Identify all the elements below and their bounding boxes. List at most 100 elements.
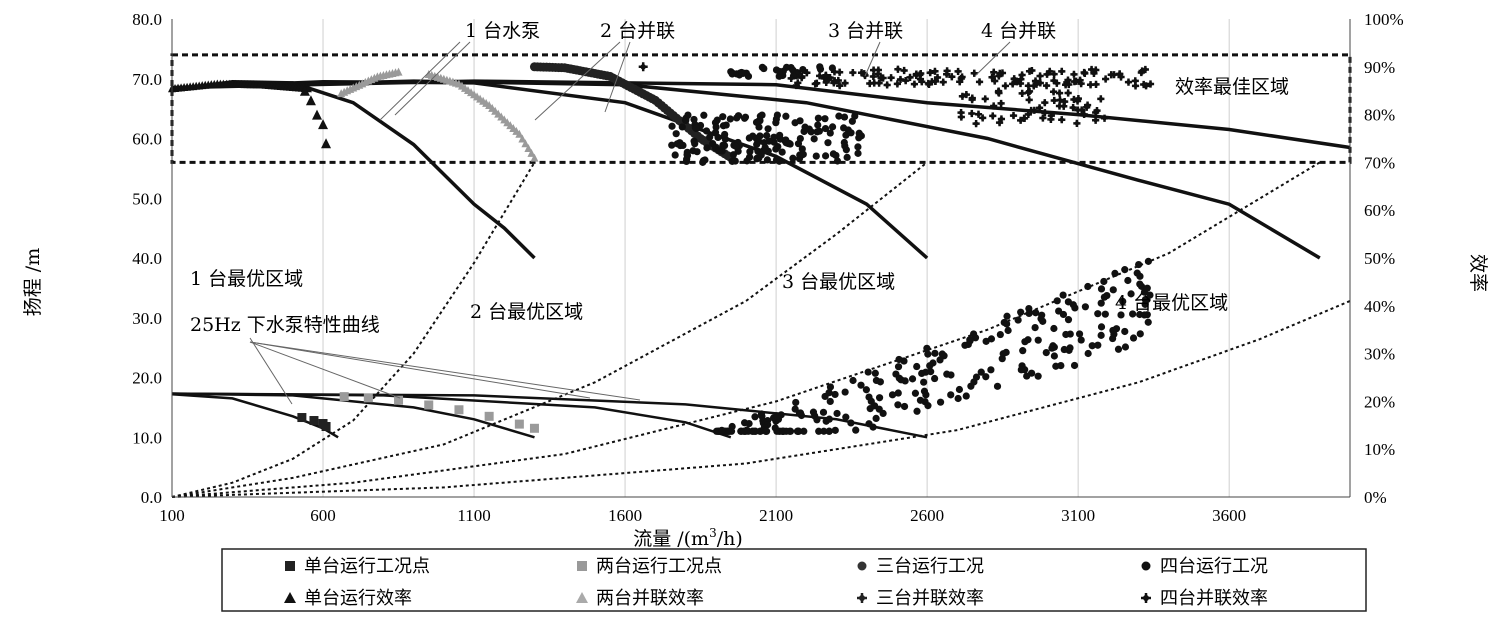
y-right-tick-label: 30% xyxy=(1364,345,1395,364)
cloud-point xyxy=(1002,348,1010,356)
cloud-point xyxy=(1077,336,1085,344)
y-right-tick-label: 40% xyxy=(1364,297,1395,316)
cloud-point xyxy=(1050,324,1058,333)
cloud-point xyxy=(998,101,1004,106)
cloud-point xyxy=(1129,310,1137,318)
cloud-point xyxy=(1065,90,1071,96)
cloud-point xyxy=(894,363,903,371)
cloud-point xyxy=(989,75,995,80)
cloud-point xyxy=(772,145,780,153)
optimal-zone-curve xyxy=(171,161,1321,498)
cloud-point xyxy=(726,115,734,123)
y-right-tick-label: 80% xyxy=(1364,106,1395,125)
cloud-point xyxy=(1064,316,1073,324)
cloud-point xyxy=(837,83,842,88)
cloud-point xyxy=(819,408,828,416)
cloud-point xyxy=(668,122,676,130)
cloud-point xyxy=(964,92,969,97)
cloud-point xyxy=(749,427,757,435)
efficiency-point xyxy=(515,129,524,138)
best-efficiency-rect xyxy=(170,53,1352,164)
cloud-point xyxy=(982,337,990,345)
single-op-point xyxy=(309,416,319,426)
legend-label: 三台并联效率 xyxy=(876,588,984,609)
cloud-point xyxy=(996,330,1004,339)
cloud-point xyxy=(1051,89,1056,94)
cloud-point xyxy=(821,152,830,160)
legend-label: 单台运行工况点 xyxy=(304,556,430,577)
cloud-point xyxy=(715,147,723,155)
cloud-point xyxy=(876,378,884,386)
curves xyxy=(171,79,1351,498)
cloud-point xyxy=(884,82,890,88)
cloud-point xyxy=(982,373,990,381)
cloud-point xyxy=(912,82,917,87)
cloud-point xyxy=(833,409,841,418)
operating-points xyxy=(168,62,1155,435)
cloud-point xyxy=(955,69,961,74)
cloud-point xyxy=(1136,280,1144,288)
triple-eff-point xyxy=(640,64,646,70)
cloud-point xyxy=(1114,345,1123,353)
cloud-point xyxy=(1129,334,1138,342)
y-left-tick-label: 70.0 xyxy=(132,70,162,89)
cloud-point xyxy=(1054,81,1059,86)
cloud-point xyxy=(859,70,864,75)
cloud-point xyxy=(1070,105,1076,110)
cloud-point xyxy=(931,374,939,383)
cloud-point xyxy=(1052,98,1057,103)
cloud-point xyxy=(1098,96,1103,102)
cloud-point xyxy=(854,149,862,157)
cloud-point xyxy=(1019,347,1027,355)
cloud-point xyxy=(1101,310,1109,318)
cloud-point xyxy=(847,129,855,137)
cloud-point xyxy=(907,75,913,80)
legend-label: 两台并联效率 xyxy=(596,588,704,609)
cloud-point xyxy=(842,80,848,86)
cloud-point xyxy=(1047,69,1052,74)
cloud-point xyxy=(702,127,711,135)
cloud-point xyxy=(1127,290,1135,298)
cloud-point xyxy=(977,368,985,376)
annotation-pump3: 3 台并联 xyxy=(828,20,903,42)
cloud-point xyxy=(763,131,771,140)
cloud-point xyxy=(831,426,839,434)
cloud-point xyxy=(1117,71,1122,77)
cloud-point xyxy=(1088,82,1093,87)
efficiency-point xyxy=(521,139,530,148)
cloud-point xyxy=(1109,326,1117,335)
cloud-point xyxy=(746,148,754,156)
cloud-point xyxy=(1027,69,1032,74)
cloud-point xyxy=(770,133,778,141)
cloud-point xyxy=(791,119,799,127)
cloud-point xyxy=(1143,284,1151,292)
cloud-point xyxy=(932,69,938,74)
single-eff-point xyxy=(305,95,316,106)
cloud-point xyxy=(1057,97,1063,103)
efficiency-point xyxy=(518,134,527,143)
legend-frame xyxy=(221,548,1367,612)
cloud-point xyxy=(799,65,807,74)
cloud-point xyxy=(1082,70,1087,75)
cloud-point xyxy=(913,362,921,371)
cloud-point xyxy=(1121,266,1129,274)
cloud-point xyxy=(888,75,894,80)
cloud-point xyxy=(745,134,753,142)
cloud-point xyxy=(1111,269,1119,277)
cloud-point xyxy=(847,419,855,427)
y-right-tick-label: 90% xyxy=(1364,58,1395,77)
cloud-point xyxy=(1037,73,1043,79)
cloud-point xyxy=(900,402,909,411)
cloud-point xyxy=(1042,100,1047,105)
cloud-point xyxy=(1042,348,1050,357)
cloud-point xyxy=(871,369,879,377)
y-right-tick-label: 60% xyxy=(1364,201,1395,220)
cloud-point xyxy=(732,142,740,150)
cloud-point xyxy=(1065,77,1071,83)
cloud-point xyxy=(944,68,950,74)
cloud-point xyxy=(1084,349,1092,358)
cloud-point xyxy=(916,396,925,404)
cloud-point xyxy=(794,140,803,148)
x-tick-label: 100 xyxy=(159,506,185,525)
cloud-point xyxy=(1032,309,1040,317)
